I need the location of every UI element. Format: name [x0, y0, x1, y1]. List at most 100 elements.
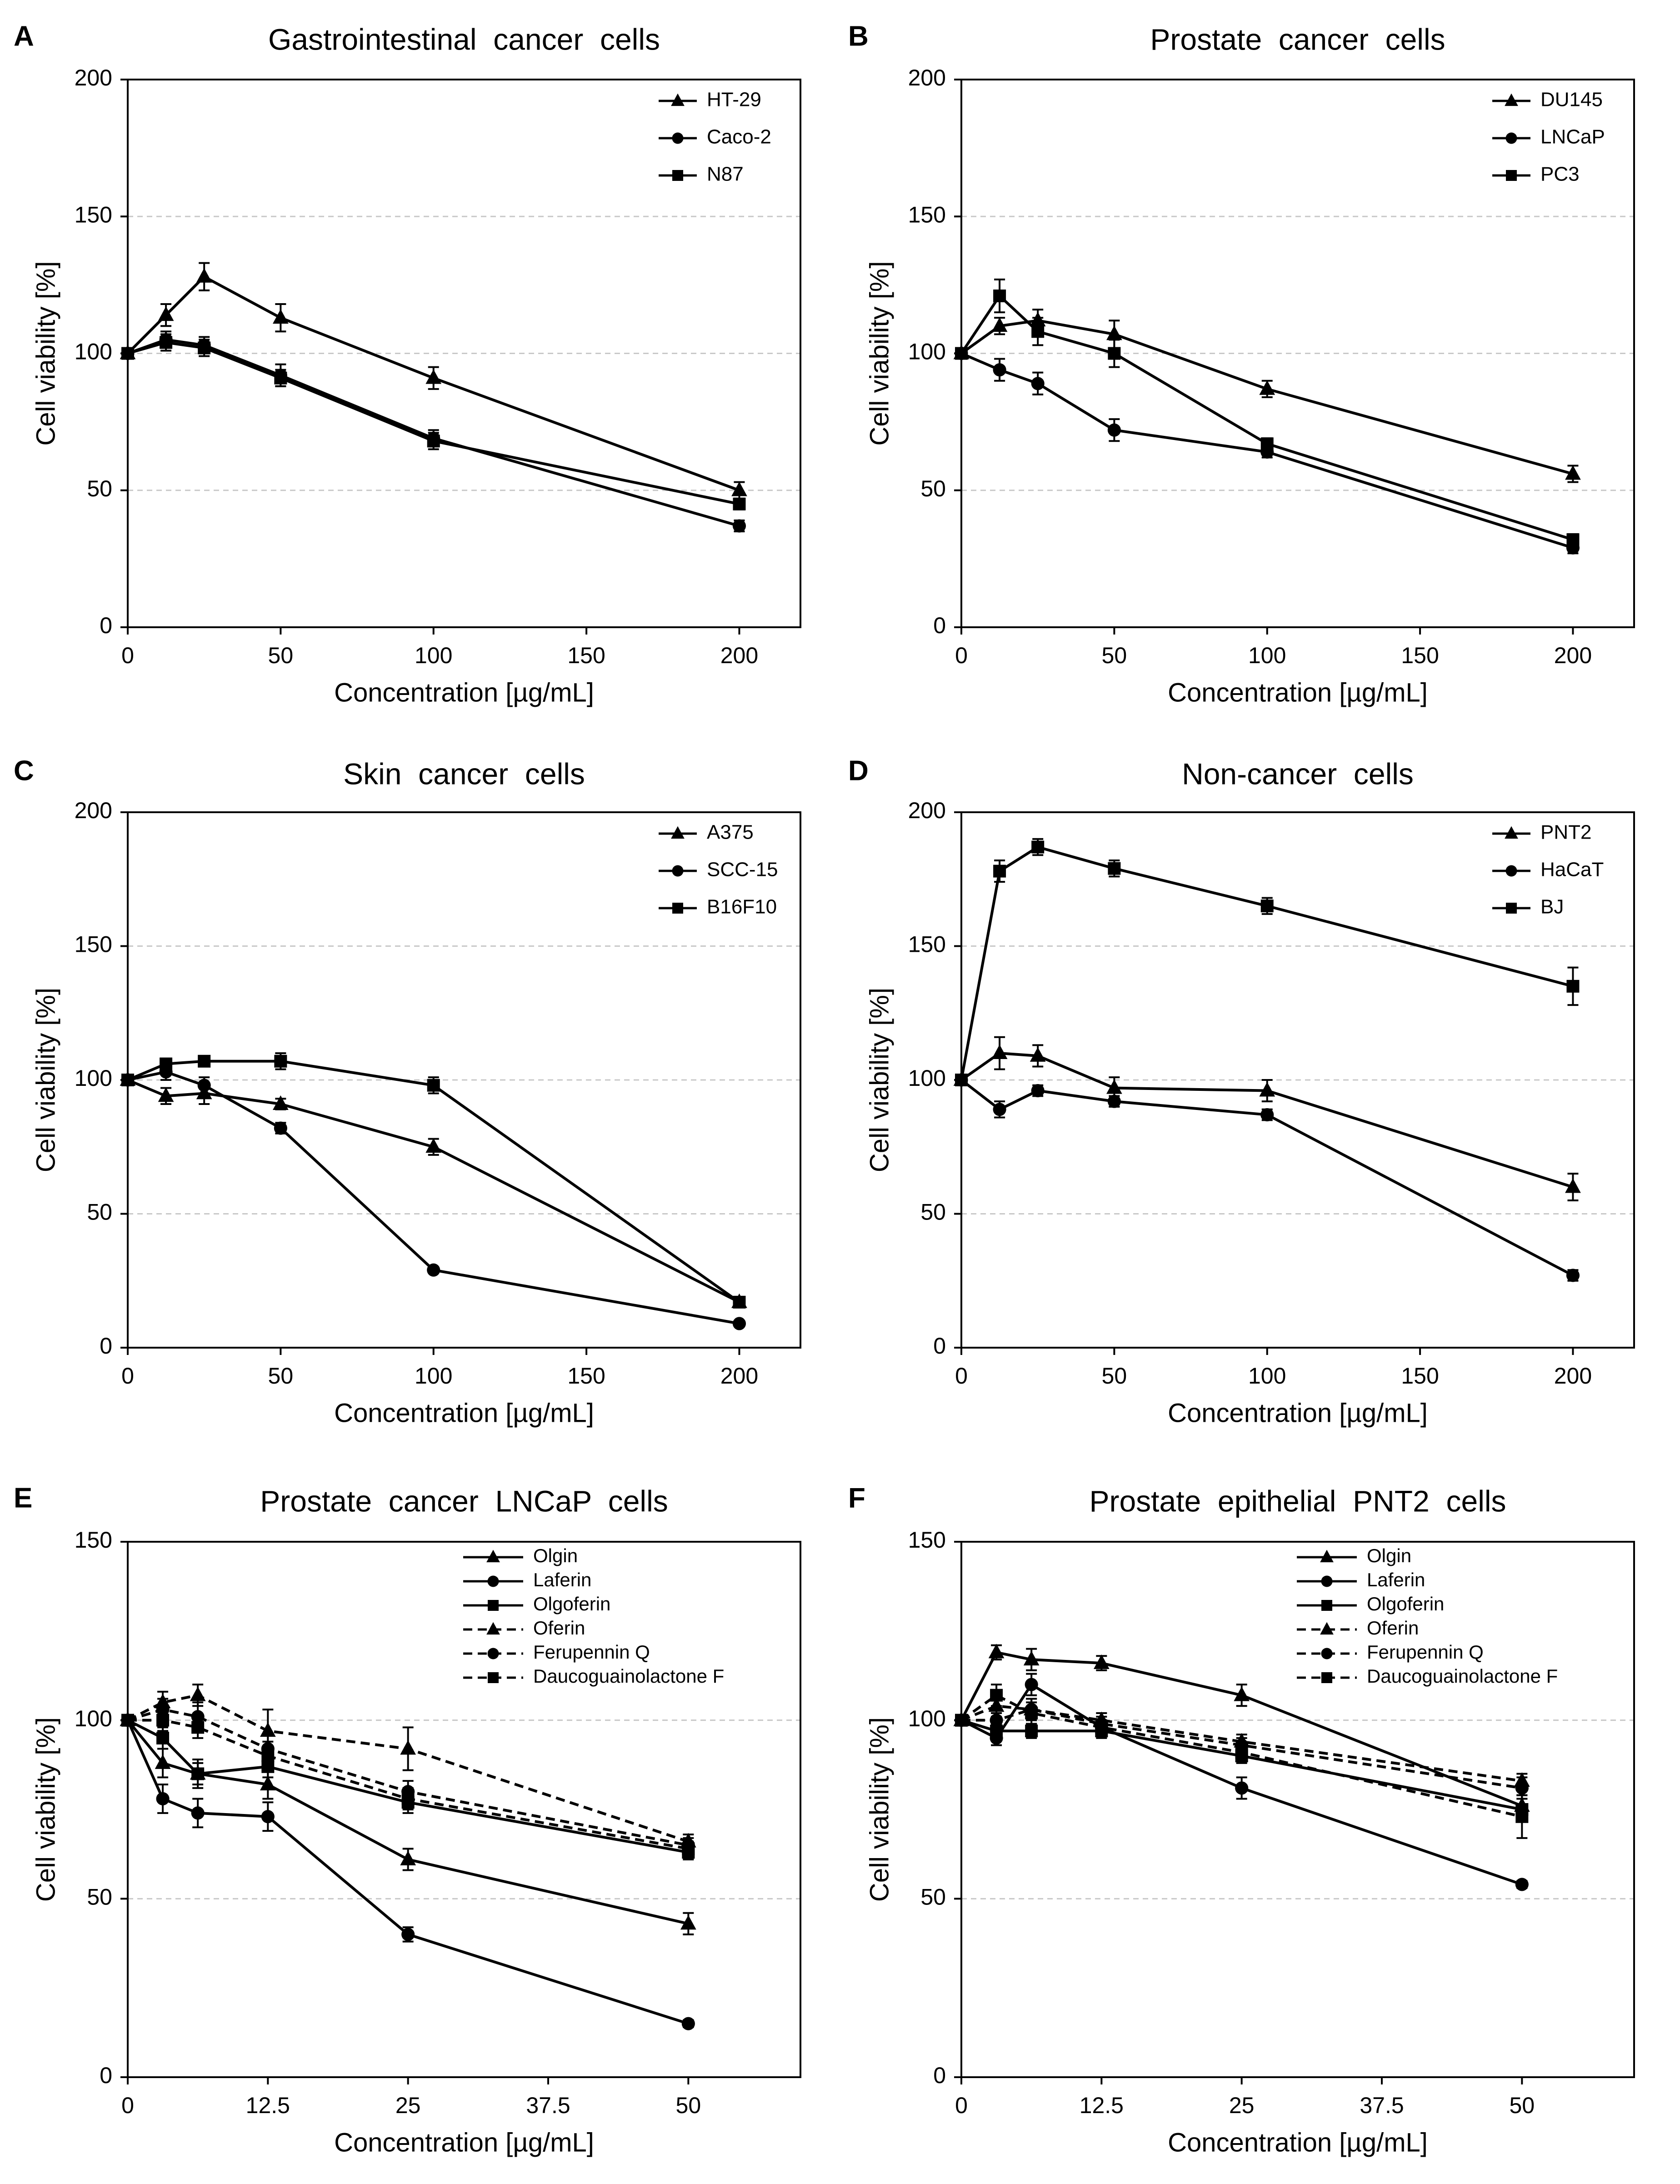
x-tick-label: 150 — [567, 1363, 605, 1389]
x-axis-label: Concentration [µg/mL] — [1168, 1398, 1428, 1428]
data-point — [1260, 900, 1274, 913]
x-tick-label: 50 — [1102, 1363, 1127, 1389]
chart-panel-d: D Non-cancer cells 0 50 100 150 200 0 50 100 150 20… — [848, 755, 1635, 1428]
series-line — [960, 1079, 1574, 1277]
legend-label: Ferupennin Q — [533, 1641, 650, 1663]
legend-label: Daucoguainolactone F — [1367, 1665, 1558, 1687]
series-line — [960, 352, 1574, 550]
data-point — [156, 1714, 170, 1727]
data-point — [955, 1714, 968, 1727]
legend-label: BJ — [1540, 896, 1564, 918]
y-tick-label: 0 — [100, 1333, 112, 1359]
data-point — [198, 1055, 211, 1068]
y-tick-label: 0 — [100, 2063, 112, 2088]
x-axis-label: Concentration [µg/mL] — [1168, 2128, 1428, 2157]
panel-letter: D — [848, 755, 869, 786]
legend-label: Oferin — [1367, 1617, 1419, 1639]
chart-panel-f: F Prostate epithelial PNT2 cells 0 50 100 150… — [848, 1482, 1635, 2157]
legend-item: HT-29 — [659, 89, 761, 111]
legend-marker — [1505, 93, 1518, 106]
data-point — [680, 1915, 696, 1930]
data-point — [1093, 1654, 1110, 1669]
data-point — [1235, 1746, 1248, 1759]
y-tick-label: 150 — [75, 202, 112, 227]
data-point — [732, 519, 746, 533]
data-point — [121, 1074, 134, 1086]
data-point — [731, 481, 747, 496]
series-daucoguainolactone-f — [955, 1684, 1529, 1839]
legend-item: PNT2 — [1492, 821, 1591, 844]
data-point — [682, 1842, 695, 1855]
data-point — [1235, 1781, 1249, 1795]
series-line — [127, 1060, 740, 1304]
data-point — [1030, 1047, 1046, 1062]
x-tick-label: 0 — [121, 643, 134, 668]
panel-letter: E — [14, 1482, 32, 1514]
data-point — [190, 1686, 206, 1701]
legend-label: Caco-2 — [707, 126, 771, 148]
legend-marker — [1506, 903, 1517, 914]
x-tick-label: 100 — [1248, 1363, 1286, 1389]
x-tick-label: 150 — [1401, 643, 1439, 668]
data-point — [425, 1138, 442, 1153]
data-point — [1025, 1678, 1038, 1691]
data-point — [1259, 1082, 1275, 1097]
data-point — [993, 1103, 1006, 1116]
data-point — [1106, 1079, 1122, 1094]
data-point — [260, 1775, 276, 1790]
legend-item: Daucoguainolactone F — [463, 1665, 724, 1687]
y-tick-label: 0 — [933, 2063, 946, 2088]
data-point — [732, 1317, 746, 1330]
data-point — [160, 1057, 173, 1070]
series-line — [127, 1070, 740, 1325]
x-axis-label: Concentration [µg/mL] — [334, 2128, 594, 2157]
legend-item: LNCaP — [1492, 126, 1605, 148]
legend-marker — [1320, 1549, 1334, 1563]
x-tick-label: 0 — [955, 643, 968, 668]
data-point — [1031, 840, 1045, 854]
legend-item: Ferupennin Q — [1297, 1641, 1484, 1663]
data-point — [1095, 1721, 1108, 1734]
legend-label: Olgoferin — [533, 1593, 610, 1614]
x-tick-label: 200 — [720, 643, 758, 668]
series-line — [126, 1719, 689, 1925]
series-line — [960, 294, 1574, 541]
data-point — [681, 2017, 695, 2030]
y-tick-label: 100 — [75, 1706, 112, 1731]
y-tick-label: 0 — [100, 613, 112, 638]
legend-marker — [671, 826, 685, 839]
y-axis-label: Cell viability [%] — [31, 1717, 60, 1902]
x-tick-label: 150 — [1401, 1363, 1439, 1389]
y-tick-label: 0 — [933, 613, 946, 638]
legend-label: DU145 — [1540, 89, 1603, 111]
data-point — [955, 1074, 968, 1086]
data-point — [990, 1714, 1003, 1727]
y-tick-label: 100 — [75, 1065, 112, 1091]
data-point — [1025, 1724, 1038, 1738]
x-tick-label: 37.5 — [1360, 2093, 1404, 2118]
data-point — [261, 1749, 275, 1763]
legend-item: Olgin — [463, 1545, 578, 1566]
y-tick-label: 100 — [908, 1706, 946, 1731]
legend-label: SCC-15 — [707, 859, 778, 881]
legend-label: A375 — [707, 821, 754, 844]
data-point — [1566, 980, 1580, 993]
legend-item: Ferupennin Q — [463, 1641, 650, 1663]
legend-label: Oferin — [533, 1617, 585, 1639]
legend-marker — [1505, 826, 1518, 839]
data-point — [988, 1644, 1005, 1659]
legend-item: Olgoferin — [463, 1593, 610, 1614]
data-point — [274, 1055, 287, 1068]
x-tick-label: 50 — [1510, 2093, 1535, 2118]
data-point — [1025, 1706, 1038, 1719]
y-tick-label: 50 — [920, 1199, 946, 1225]
x-tick-label: 25 — [395, 2093, 421, 2118]
y-tick-label: 0 — [933, 1333, 946, 1359]
legend-marker — [1321, 1575, 1333, 1587]
series-oferin — [120, 1684, 696, 1850]
legend-item: Olgin — [1297, 1545, 1411, 1566]
series-line — [127, 1079, 740, 1304]
